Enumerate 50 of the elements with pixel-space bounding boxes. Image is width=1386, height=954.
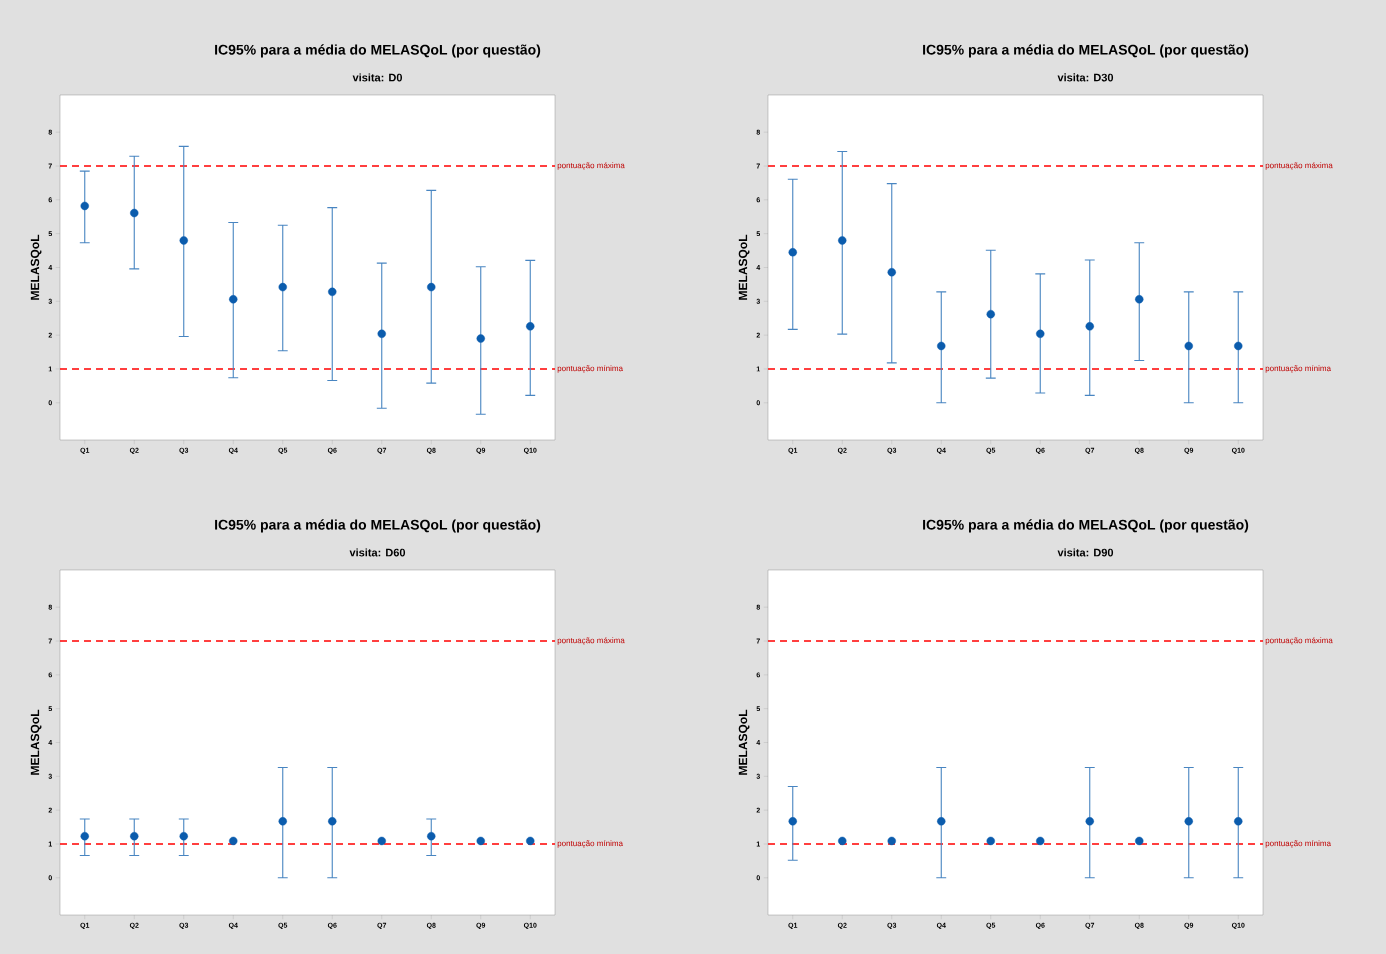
- point: [377, 329, 386, 338]
- point: [887, 268, 896, 277]
- point: [427, 831, 436, 841]
- point: [788, 248, 797, 257]
- point: [1234, 341, 1243, 351]
- point: [130, 208, 139, 218]
- point: [838, 236, 847, 245]
- chart-subtitle: visita: D0: [352, 73, 403, 82]
- point: [278, 282, 287, 292]
- point: [427, 282, 436, 292]
- point: [229, 836, 238, 846]
- point: [229, 295, 238, 304]
- chart-subtitle: visita: D90: [1057, 548, 1114, 557]
- point: [80, 201, 89, 211]
- ref-line-label: pontuação mínima: [1265, 840, 1332, 848]
- point: [1036, 329, 1045, 338]
- point: [476, 836, 485, 846]
- ref-line-label: pontuação máxima: [1265, 637, 1333, 645]
- y-axis-title: MELASQoL: [738, 234, 750, 300]
- y-axis-title: MELASQoL: [30, 709, 42, 775]
- chart-title: IC95% para a média do MELASQoL (por questão): [215, 44, 541, 58]
- chart-title: IC95% para a média do MELASQoL (por questão): [923, 44, 1249, 58]
- ref-line-label: pontuação máxima: [1265, 162, 1333, 170]
- chart-title: IC95% para a média do MELASQoL (por questão): [923, 519, 1249, 533]
- point: [1085, 322, 1094, 331]
- point: [328, 817, 337, 826]
- point: [986, 309, 995, 319]
- point: [526, 322, 535, 331]
- point: [476, 334, 485, 343]
- point: [1184, 341, 1193, 351]
- point: [377, 836, 386, 846]
- point: [328, 287, 337, 297]
- chart-subtitle: visita: D60: [349, 548, 406, 557]
- chart-subtitle: visita: D30: [1057, 73, 1114, 82]
- chart-title: IC95% para a média do MELASQoL (por questão): [215, 519, 541, 533]
- ref-line-label: pontuação mínima: [1265, 365, 1332, 373]
- point: [130, 831, 139, 841]
- point: [179, 236, 188, 245]
- point: [278, 817, 287, 826]
- point: [179, 831, 188, 841]
- point: [80, 831, 89, 841]
- ref-line-label: pontuação máxima: [557, 637, 625, 645]
- point: [1135, 295, 1144, 304]
- point: [937, 341, 946, 351]
- y-axis-title: MELASQoL: [30, 234, 42, 300]
- point: [526, 836, 535, 846]
- ref-line-label: pontuação mínima: [557, 365, 624, 373]
- y-axis-title: MELASQoL: [738, 709, 750, 775]
- ref-line-label: pontuação mínima: [557, 840, 624, 848]
- ref-line-label: pontuação máxima: [557, 162, 625, 170]
